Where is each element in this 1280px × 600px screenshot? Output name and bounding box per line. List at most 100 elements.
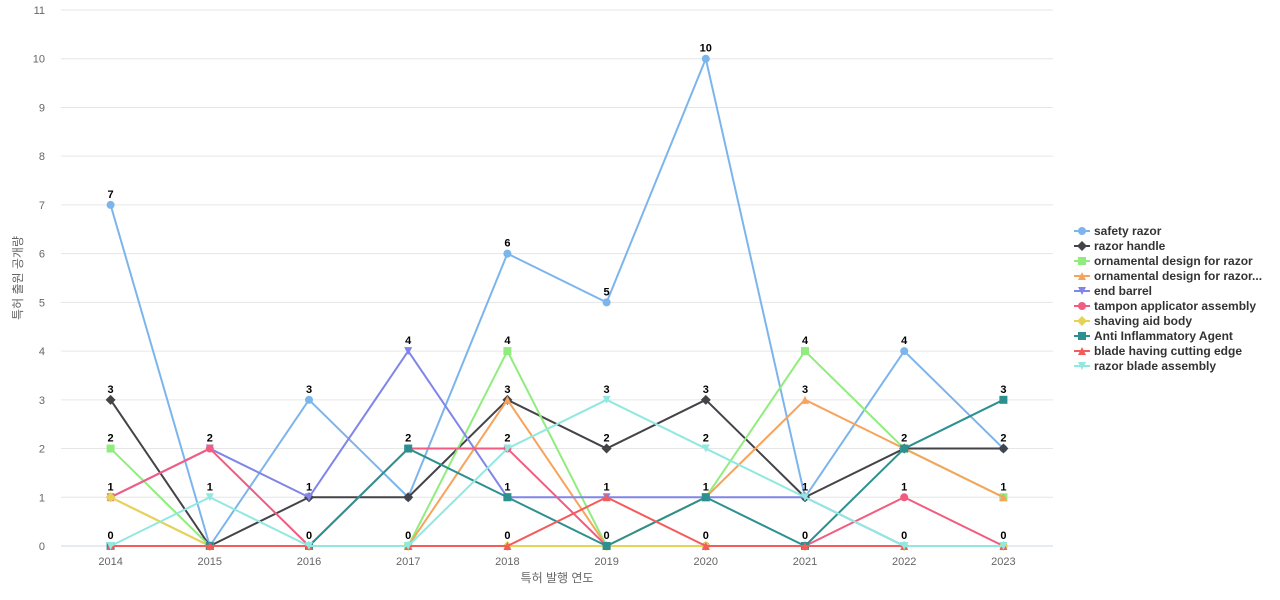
y-tick-label: 2 [39, 444, 45, 456]
legend-item-end-barrel[interactable]: end barrel [1074, 284, 1152, 298]
data-point [601, 443, 612, 454]
data-label: 0 [108, 530, 114, 542]
x-tick-label: 2021 [793, 556, 817, 568]
data-label: 2 [405, 433, 411, 445]
y-tick-label: 4 [39, 346, 45, 358]
data-point [602, 493, 611, 502]
data-point [701, 493, 710, 502]
data-point [404, 444, 413, 453]
y-tick-label: 10 [33, 54, 45, 66]
data-point [999, 493, 1008, 502]
legend-symbol [1077, 241, 1087, 251]
x-tick-label: 2017 [396, 556, 420, 568]
legend-item-anti-inflammatory-agent[interactable]: Anti Inflammatory Agent [1074, 329, 1233, 343]
legend-item-tampon-applicator-assembly[interactable]: tampon applicator assembly [1074, 299, 1256, 313]
data-point [105, 394, 116, 405]
legend-symbol [1078, 347, 1086, 355]
data-label: 4 [405, 335, 412, 347]
data-label: 0 [504, 530, 510, 542]
legend-label: razor blade assembly [1094, 359, 1216, 373]
data-point [503, 444, 512, 453]
series-line [110, 496, 1004, 547]
legend-label: Anti Inflammatory Agent [1094, 329, 1233, 343]
data-point [999, 542, 1008, 550]
data-point [900, 444, 909, 453]
legend-item-razor-handle[interactable]: razor handle [1074, 239, 1166, 253]
data-label: 0 [901, 530, 907, 542]
data-point [801, 493, 809, 502]
data-label: 6 [504, 238, 510, 250]
y-axis-title: 특허 출원 공개량 [11, 236, 25, 320]
legend-label: ornamental design for razor... [1094, 269, 1262, 283]
data-point [105, 492, 116, 503]
data-label: 0 [802, 530, 808, 542]
data-label: 3 [703, 384, 709, 396]
legend-symbol [1078, 227, 1086, 235]
series-layer [105, 54, 1009, 551]
data-label: 1 [1000, 481, 1006, 493]
data-point [602, 395, 611, 404]
data-point [503, 249, 512, 258]
legend-item-ornamental-design-for-razor[interactable]: ornamental design for razor... [1074, 269, 1262, 283]
data-label: 1 [802, 481, 808, 493]
data-point [106, 200, 115, 209]
legend-item-shaving-aid-body[interactable]: shaving aid body [1074, 314, 1192, 328]
data-point [700, 394, 711, 405]
legend-symbol [1078, 302, 1086, 310]
y-tick-label: 9 [39, 102, 45, 114]
data-point [305, 493, 313, 502]
legend-label: shaving aid body [1094, 314, 1192, 328]
data-point [503, 493, 512, 502]
legend-label: safety razor [1094, 224, 1162, 238]
data-label: 0 [1000, 530, 1006, 542]
data-point [503, 347, 512, 356]
legend-item-razor-blade-assembly[interactable]: razor blade assembly [1074, 359, 1216, 373]
data-point [900, 347, 909, 356]
y-tick-label: 6 [39, 249, 45, 261]
data-point [998, 443, 1009, 454]
data-label: 10 [700, 43, 712, 55]
series-ornamental-design-for-razor [106, 395, 1008, 550]
x-tick-label: 2016 [297, 556, 321, 568]
legend-label: blade having cutting edge [1094, 344, 1242, 358]
y-tick-label: 8 [39, 151, 45, 163]
data-label: 2 [1000, 433, 1006, 445]
x-tick-label: 2023 [991, 556, 1015, 568]
data-point [999, 395, 1008, 404]
x-tick-label: 2020 [694, 556, 718, 568]
x-tick-label: 2015 [198, 556, 222, 568]
legend-item-safety-razor[interactable]: safety razor [1074, 224, 1162, 238]
x-tick-label: 2018 [495, 556, 519, 568]
legend-symbol [1077, 316, 1087, 326]
data-label: 1 [207, 481, 213, 493]
data-point [900, 542, 909, 550]
data-label: 3 [108, 384, 114, 396]
data-label: 4 [802, 335, 809, 347]
data-label: 1 [604, 481, 610, 493]
data-point [106, 542, 115, 550]
legend-symbol [1078, 287, 1086, 295]
legend-item-blade-having-cutting-edge[interactable]: blade having cutting edge [1074, 344, 1242, 358]
data-label: 0 [703, 530, 709, 542]
legend-symbol [1078, 257, 1086, 265]
y-axis: 0 1 2 3 4 5 6 7 8 9 10 11 [33, 5, 45, 553]
y-tick-label: 11 [34, 5, 45, 17]
data-label: 2 [901, 433, 907, 445]
data-label: 4 [504, 335, 511, 347]
data-label: 5 [604, 286, 610, 298]
data-label: 1 [108, 481, 114, 493]
data-label: 3 [504, 384, 510, 396]
x-tick-label: 2022 [892, 556, 916, 568]
data-label: 0 [306, 530, 312, 542]
data-point [106, 444, 115, 453]
x-tick-label: 2019 [594, 556, 618, 568]
data-label: 2 [604, 433, 610, 445]
series-blade-having-cutting-edge [106, 493, 1008, 550]
legend-item-ornamental-design-for-razor[interactable]: ornamental design for razor [1074, 254, 1253, 268]
legend-label: razor handle [1094, 239, 1166, 253]
data-point [701, 54, 710, 63]
series-line [110, 398, 1004, 547]
data-point [503, 395, 512, 404]
